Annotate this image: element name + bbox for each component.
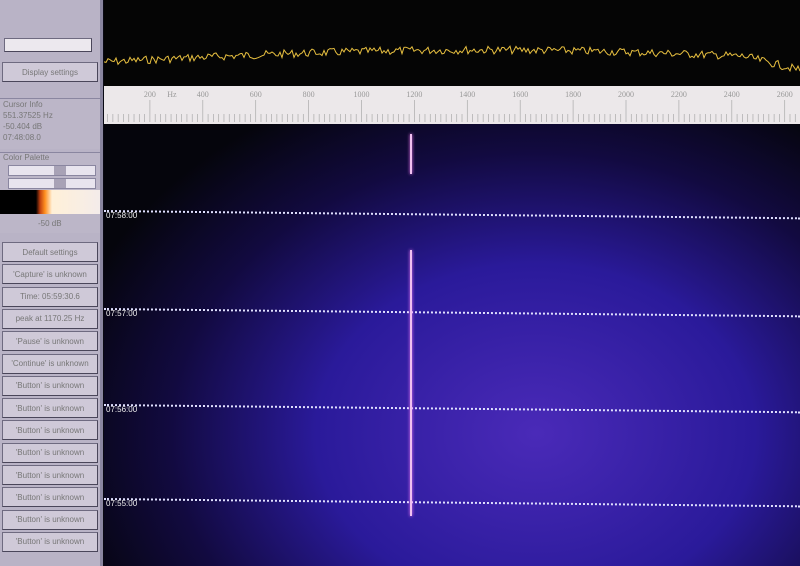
frequency-tick-label: 600: [249, 90, 262, 99]
cursor-frequency: 551.37525 Hz: [3, 111, 53, 120]
signal-trace: [409, 250, 412, 516]
text-input[interactable]: [4, 38, 92, 52]
time-marker-label: 07:56:00: [106, 405, 138, 414]
brightness-slider[interactable]: [8, 165, 96, 176]
color-palette-title: Color Palette: [3, 153, 50, 162]
sidebar-button[interactable]: 'Button' is unknown: [2, 375, 98, 396]
contrast-slider[interactable]: [8, 178, 96, 189]
frequency-tick-label: 1400: [459, 90, 476, 99]
sidebar-button[interactable]: 'Button' is unknown: [2, 531, 98, 552]
frequency-unit: Hz: [167, 90, 177, 99]
time-marker-line: [103, 498, 800, 508]
spectrum-graph[interactable]: [103, 0, 800, 86]
sidebar-button[interactable]: 'Button' is unknown: [2, 420, 98, 441]
frequency-tick-label: 2000: [618, 90, 634, 99]
time-marker-line: [103, 308, 800, 318]
frequency-tick-label: 1200: [406, 90, 423, 99]
color-palette-bar: [0, 190, 100, 214]
time-marker-label: 07:58:00: [106, 211, 138, 220]
frequency-tick-label: 800: [302, 90, 315, 99]
frequency-tick-label: 2400: [723, 90, 740, 99]
sidebar-button[interactable]: Time: 05:59:30.6: [2, 286, 98, 307]
signal-trace: [409, 134, 412, 174]
spectrum-line: [103, 45, 800, 73]
palette-level-label: -50 dB: [38, 219, 62, 228]
time-marker-label: 07:57:00: [106, 309, 138, 318]
sidebar-button[interactable]: 'Button' is unknown: [2, 509, 98, 530]
sidebar-button[interactable]: 'Button' is unknown: [2, 465, 98, 485]
frequency-tick-label: 1600: [512, 90, 529, 99]
waterfall-display[interactable]: 07:58:00 07:57:00 07:56:00 07:55:00: [103, 124, 800, 566]
time-marker-label: 07:55:00: [106, 499, 138, 508]
frequency-tick-label: 2200: [670, 90, 687, 99]
cursor-info-panel: Cursor Info 551.37525 Hz -50.404 dB 07:4…: [0, 98, 100, 149]
time-marker-line: [103, 404, 800, 414]
sidebar-button[interactable]: 'Continue' is unknown: [2, 353, 98, 374]
time-marker-line: [103, 210, 800, 220]
sidebar-button[interactable]: 'Button' is unknown: [2, 487, 98, 508]
cursor-time: 07:48:08.0: [3, 133, 41, 142]
display-settings-button[interactable]: Display settings: [2, 62, 98, 82]
frequency-tick-label: 400: [196, 90, 209, 99]
cursor-level: -50.404 dB: [3, 122, 43, 131]
sidebar-button[interactable]: 'Pause' is unknown: [2, 331, 98, 352]
sidebar-button[interactable]: Default settings: [2, 242, 98, 262]
frequency-tick-label: 2600: [776, 90, 793, 99]
sidebar-button[interactable]: 'Capture' is unknown: [2, 264, 98, 285]
frequency-scale[interactable]: 200 400 600 800 1000 1200 1400 1600 1800 2000 2200…: [104, 86, 800, 124]
color-palette-panel: Color Palette -50 dB: [0, 152, 100, 233]
sidebar-button[interactable]: peak at 1170.25 Hz: [2, 308, 98, 329]
sidebar-button[interactable]: 'Button' is unknown: [2, 442, 98, 463]
spectrum-trace: [103, 45, 800, 73]
control-sidebar: Display settings Cursor Info 551.37525 H…: [0, 0, 103, 566]
cursor-info-title: Cursor Info: [3, 100, 43, 109]
sidebar-button[interactable]: 'Button' is unknown: [2, 398, 98, 419]
frequency-tick-label: 200: [143, 90, 156, 99]
frequency-tick-label: 1800: [565, 90, 582, 99]
frequency-tick-label: 1000: [353, 90, 370, 99]
